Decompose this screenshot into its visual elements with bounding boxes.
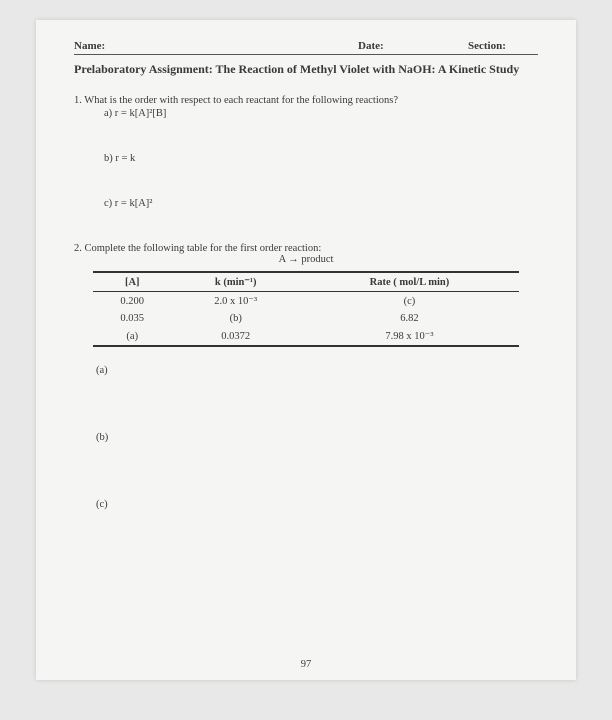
cell-k: (b) (172, 310, 300, 327)
header-row: Name: Date: Section: (74, 40, 538, 55)
col-header-A: [A] (93, 272, 172, 292)
question-1c: c) r = k[A]² (104, 198, 538, 209)
question-2-prompt: 2. Complete the following table for the … (74, 243, 538, 254)
question-1-prompt: 1. What is the order with respect to eac… (74, 95, 538, 106)
kinetics-table: [A] k (min⁻¹) Rate ( mol/L min) 0.200 2.… (93, 271, 520, 347)
cell-rate: (c) (299, 292, 519, 311)
cell-A: 0.035 (93, 310, 172, 327)
table-row: (a) 0.0372 7.98 x 10⁻³ (93, 327, 520, 346)
col-header-k: k (min⁻¹) (172, 272, 300, 292)
table-row: 0.200 2.0 x 10⁻³ (c) (93, 292, 520, 311)
section-label: Section: (468, 40, 538, 52)
question-1a: a) r = k[A]²[B] (104, 108, 538, 119)
answer-c-label: (c) (96, 499, 538, 510)
table-header-row: [A] k (min⁻¹) Rate ( mol/L min) (93, 272, 520, 292)
cell-A: (a) (93, 327, 172, 346)
page-title: Prelaboratory Assignment: The Reaction o… (74, 61, 538, 77)
cell-k: 0.0372 (172, 327, 300, 346)
cell-rate: 6.82 (299, 310, 519, 327)
answer-a-label: (a) (96, 365, 538, 376)
table-row: 0.035 (b) 6.82 (93, 310, 520, 327)
date-label: Date: (358, 40, 468, 52)
question-2-reaction: A → product (74, 254, 538, 265)
worksheet-page: Name: Date: Section: Prelaboratory Assig… (36, 20, 576, 680)
question-1b: b) r = k (104, 153, 538, 164)
cell-k: 2.0 x 10⁻³ (172, 292, 300, 311)
page-number: 97 (36, 659, 576, 670)
name-label: Name: (74, 40, 358, 52)
answer-b-label: (b) (96, 432, 538, 443)
cell-rate: 7.98 x 10⁻³ (299, 327, 519, 346)
col-header-rate: Rate ( mol/L min) (299, 272, 519, 292)
cell-A: 0.200 (93, 292, 172, 311)
